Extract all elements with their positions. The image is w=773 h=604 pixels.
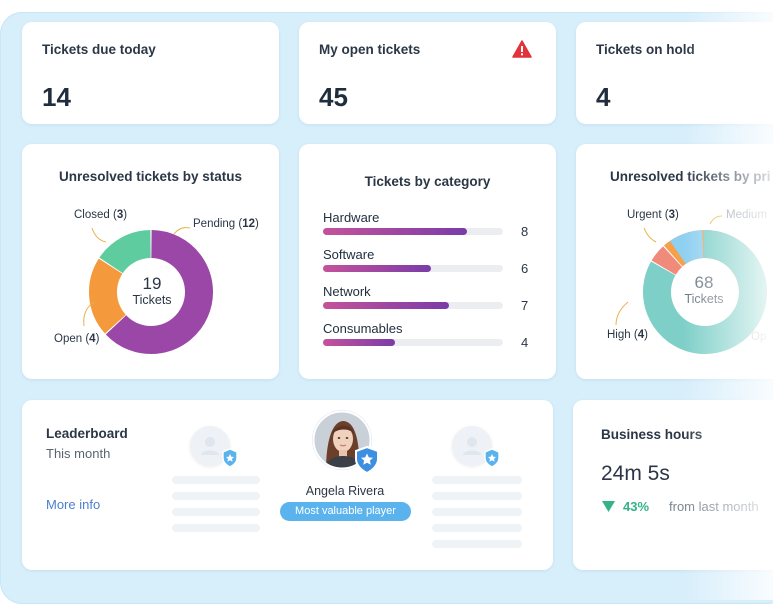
more-info-link[interactable]: More info <box>46 497 101 512</box>
mvp-star-badge-icon <box>355 446 379 474</box>
slice-label-high: High (4) <box>607 329 648 341</box>
shield-badge-icon <box>484 448 500 468</box>
donut-slice-closed[interactable] <box>99 230 152 274</box>
category-label: Software <box>323 247 375 262</box>
kpi-value: 14 <box>42 82 71 112</box>
slice-label-pending: Pending (12) <box>193 218 259 230</box>
change-percent: 43% <box>623 499 650 514</box>
kpi-value: 45 <box>319 82 348 112</box>
category-bar[interactable] <box>323 228 467 235</box>
kpi-card-on-hold[interactable]: Tickets on hold 4 <box>576 22 773 124</box>
leader-line <box>643 227 657 243</box>
business-hours-title: Business hours <box>601 427 703 442</box>
category-label: Consumables <box>323 321 403 336</box>
avatar-placeholder <box>190 426 230 466</box>
user-icon <box>463 437 481 455</box>
down-arrow-icon <box>602 501 615 512</box>
mvp-badge: Most valuable player <box>280 502 411 521</box>
category-value: 7 <box>521 298 529 313</box>
placeholder-line <box>172 508 260 516</box>
priority-donut <box>615 215 767 354</box>
slice-label-open: Open (4) <box>54 333 100 345</box>
slice-label-closed: Closed (3) <box>74 209 128 221</box>
leader-line <box>173 227 191 235</box>
donut-slice-open[interactable] <box>89 258 127 334</box>
slice-label-op: Op <box>751 331 767 343</box>
priority-chart-card[interactable]: Unresolved tickets by pri 68 Tickets Urg… <box>576 144 773 379</box>
donut-slice-urgent[interactable] <box>651 246 683 276</box>
placeholder-line <box>432 540 522 548</box>
status-donut <box>83 227 213 354</box>
kpi-title: My open tickets <box>319 42 421 57</box>
leaderboard-title: Leaderboard <box>46 426 128 441</box>
kpi-value: 4 <box>596 82 611 112</box>
user-icon <box>201 437 219 455</box>
category-bar-track <box>323 302 503 309</box>
category-bar[interactable] <box>323 302 449 309</box>
placeholder-line <box>432 524 522 532</box>
placeholder-line <box>432 492 522 500</box>
slice-label-medium: Medium <box>726 209 767 221</box>
placeholder-line <box>432 508 522 516</box>
leaderboard-period: This month <box>46 446 111 461</box>
kpi-card-due-today[interactable]: Tickets due today 14 <box>22 22 279 124</box>
shield-badge-icon <box>222 448 238 468</box>
category-value: 4 <box>521 335 529 350</box>
avatar-angela-rivera[interactable] <box>312 410 378 476</box>
category-value: 8 <box>521 224 529 239</box>
donut-total: 19 <box>142 274 162 293</box>
category-bar-track <box>323 339 503 346</box>
category-label: Network <box>323 284 371 299</box>
category-bar-track <box>323 228 503 235</box>
business-hours-card[interactable]: Business hours 24m 5s 43% from last mont… <box>573 400 773 570</box>
leader-line <box>91 227 107 243</box>
category-bar[interactable] <box>323 265 431 272</box>
kpi-title: Tickets due today <box>42 42 156 57</box>
leader-line <box>83 301 95 327</box>
category-bar-track <box>323 265 503 272</box>
category-chart-card[interactable]: Tickets by category Hardware 8 Software 6 Ne… <box>299 144 556 379</box>
category-bar[interactable] <box>323 339 395 346</box>
chart-title: Tickets by category <box>364 174 491 189</box>
donut-total-label: Tickets <box>684 292 724 306</box>
change-comparison: from last month <box>669 499 759 514</box>
mvp-name: Angela Rivera <box>305 484 385 498</box>
business-hours-value: 24m 5s <box>601 462 670 485</box>
slice-label-urgent: Urgent (3) <box>627 209 679 221</box>
donut-slice-medium[interactable] <box>669 230 705 265</box>
placeholder-line <box>172 524 260 532</box>
alert-icon <box>512 40 532 58</box>
leaderboard-card[interactable]: Leaderboard This month More info <box>22 400 553 570</box>
donut-total-label: Tickets <box>132 293 172 307</box>
placeholder-line <box>432 476 522 484</box>
category-value: 6 <box>521 261 529 276</box>
category-label: Hardware <box>323 210 380 225</box>
kpi-title: Tickets on hold <box>596 42 695 57</box>
leader-line <box>615 301 629 326</box>
kpi-card-my-open[interactable]: My open tickets 45 <box>299 22 556 124</box>
donut-slice-pending[interactable] <box>105 230 213 354</box>
leader-line <box>709 215 723 225</box>
placeholder-line <box>172 492 260 500</box>
chart-title: Unresolved tickets by status <box>58 169 243 184</box>
placeholder-line <box>172 476 260 484</box>
status-chart-card[interactable]: Unresolved tickets by status 19 Tickets … <box>22 144 279 379</box>
donut-total: 68 <box>694 273 714 292</box>
